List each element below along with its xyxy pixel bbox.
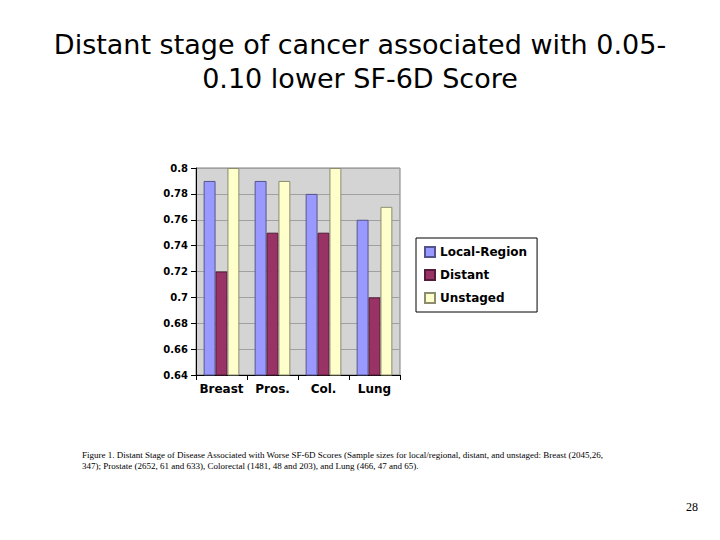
- svg-text:0.72: 0.72: [163, 266, 188, 277]
- svg-text:0.64: 0.64: [163, 370, 188, 381]
- svg-text:Distant: Distant: [440, 268, 490, 282]
- svg-text:Lung: Lung: [358, 382, 391, 396]
- svg-text:0.66: 0.66: [163, 344, 188, 355]
- svg-text:0.68: 0.68: [163, 318, 188, 329]
- svg-text:0.74: 0.74: [163, 240, 188, 251]
- svg-text:Pros.: Pros.: [255, 382, 290, 396]
- svg-text:0.8: 0.8: [170, 163, 188, 174]
- svg-text:0.7: 0.7: [170, 292, 188, 303]
- svg-text:Col.: Col.: [311, 382, 337, 396]
- html-text:Figure 1. Distant Stage of Dis: Figure 1. Distant Stage of Disease Assoc…: [82, 450, 603, 471]
- html-text:Distant stage of cancer associ: Distant stage of cancer associated with …: [53, 29, 667, 94]
- html-text:28: 28: [686, 500, 698, 514]
- svg-text:Local-Region: Local-Region: [440, 245, 527, 259]
- svg-text:Unstaged: Unstaged: [440, 291, 505, 305]
- svg-text:0.78: 0.78: [163, 188, 188, 199]
- svg-text:Breast: Breast: [199, 382, 243, 396]
- svg-text:0.76: 0.76: [163, 214, 188, 225]
